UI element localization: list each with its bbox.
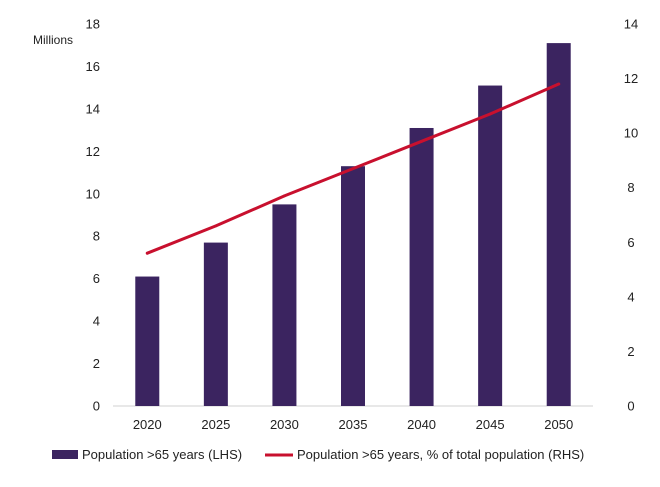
left-axis-ticks: 0 2 4 6 8 10 12 14 16 18 xyxy=(86,17,100,414)
right-axis-tick-label: 4 xyxy=(627,289,634,304)
bar xyxy=(546,43,571,406)
left-axis-tick-label: 14 xyxy=(86,101,100,116)
bar-series xyxy=(135,43,571,407)
bar xyxy=(478,85,503,407)
bar xyxy=(203,242,228,406)
left-axis-tick-label: 4 xyxy=(93,314,100,329)
legend: Population >65 years (LHS) Population >6… xyxy=(52,447,584,462)
left-axis-tick-label: 6 xyxy=(93,271,100,286)
x-axis-tick-label: 2050 xyxy=(544,417,573,432)
line-point xyxy=(557,82,561,86)
line-point xyxy=(488,112,492,116)
line-point xyxy=(214,224,218,228)
right-axis-tick-label: 10 xyxy=(624,126,638,141)
legend-swatch-bars xyxy=(52,450,78,459)
right-axis-tick-label: 14 xyxy=(624,17,638,32)
right-axis-tick-label: 8 xyxy=(627,180,634,195)
legend-label-line: Population >65 years, % of total populat… xyxy=(297,447,584,462)
right-axis-tick-label: 2 xyxy=(627,344,634,359)
x-axis-tick-label: 2025 xyxy=(201,417,230,432)
right-axis-tick-label: 12 xyxy=(624,71,638,86)
x-axis-tick-label: 2030 xyxy=(270,417,299,432)
line-series xyxy=(145,82,561,255)
x-axis-ticks: 2020 2025 2030 2035 2040 2045 2050 xyxy=(133,417,573,432)
left-axis-tick-label: 2 xyxy=(93,356,100,371)
bar xyxy=(272,204,297,406)
bar xyxy=(409,127,434,406)
line-point xyxy=(351,167,355,171)
legend-label-bars: Population >65 years (LHS) xyxy=(82,447,242,462)
y-axis-unit-label: Millions xyxy=(33,33,73,47)
left-axis-tick-label: 12 xyxy=(86,144,100,159)
right-axis-tick-label: 6 xyxy=(627,235,634,250)
bar xyxy=(341,166,365,406)
x-axis-tick-label: 2045 xyxy=(476,417,505,432)
right-axis-tick-label: 0 xyxy=(627,399,634,414)
x-axis-tick-label: 2020 xyxy=(133,417,162,432)
x-axis-tick-label: 2035 xyxy=(339,417,368,432)
line-point xyxy=(283,194,286,198)
left-axis-tick-label: 0 xyxy=(93,399,100,414)
left-axis-tick-label: 10 xyxy=(86,186,100,201)
right-axis-ticks: 0 2 4 6 8 10 12 14 xyxy=(624,17,638,414)
left-axis-tick-label: 8 xyxy=(93,229,100,244)
line-point xyxy=(420,139,423,143)
left-axis-tick-label: 18 xyxy=(86,17,100,32)
x-axis-tick-label: 2040 xyxy=(407,417,436,432)
line-point xyxy=(145,251,149,255)
left-axis-tick-label: 16 xyxy=(86,59,100,74)
bar xyxy=(135,276,160,406)
